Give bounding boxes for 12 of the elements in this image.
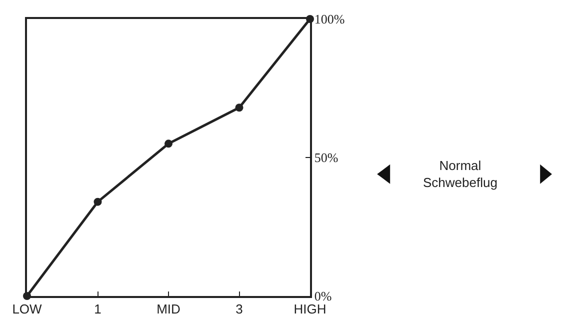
x-tick-label: LOW [12,301,43,316]
x-tick-label: 3 [236,301,243,316]
x-tick-label: MID [156,301,180,316]
point [94,198,102,206]
x-tick-label: 1 [94,301,102,316]
x-tick-label: HIGH [294,301,326,316]
y-tick-label: 100% [314,12,345,27]
text: Normal Schwebeflug [423,158,498,190]
point [164,140,172,148]
y-tick-label: 0% [314,288,332,304]
point [235,104,244,112]
y-tick-label: 50% [314,150,338,166]
